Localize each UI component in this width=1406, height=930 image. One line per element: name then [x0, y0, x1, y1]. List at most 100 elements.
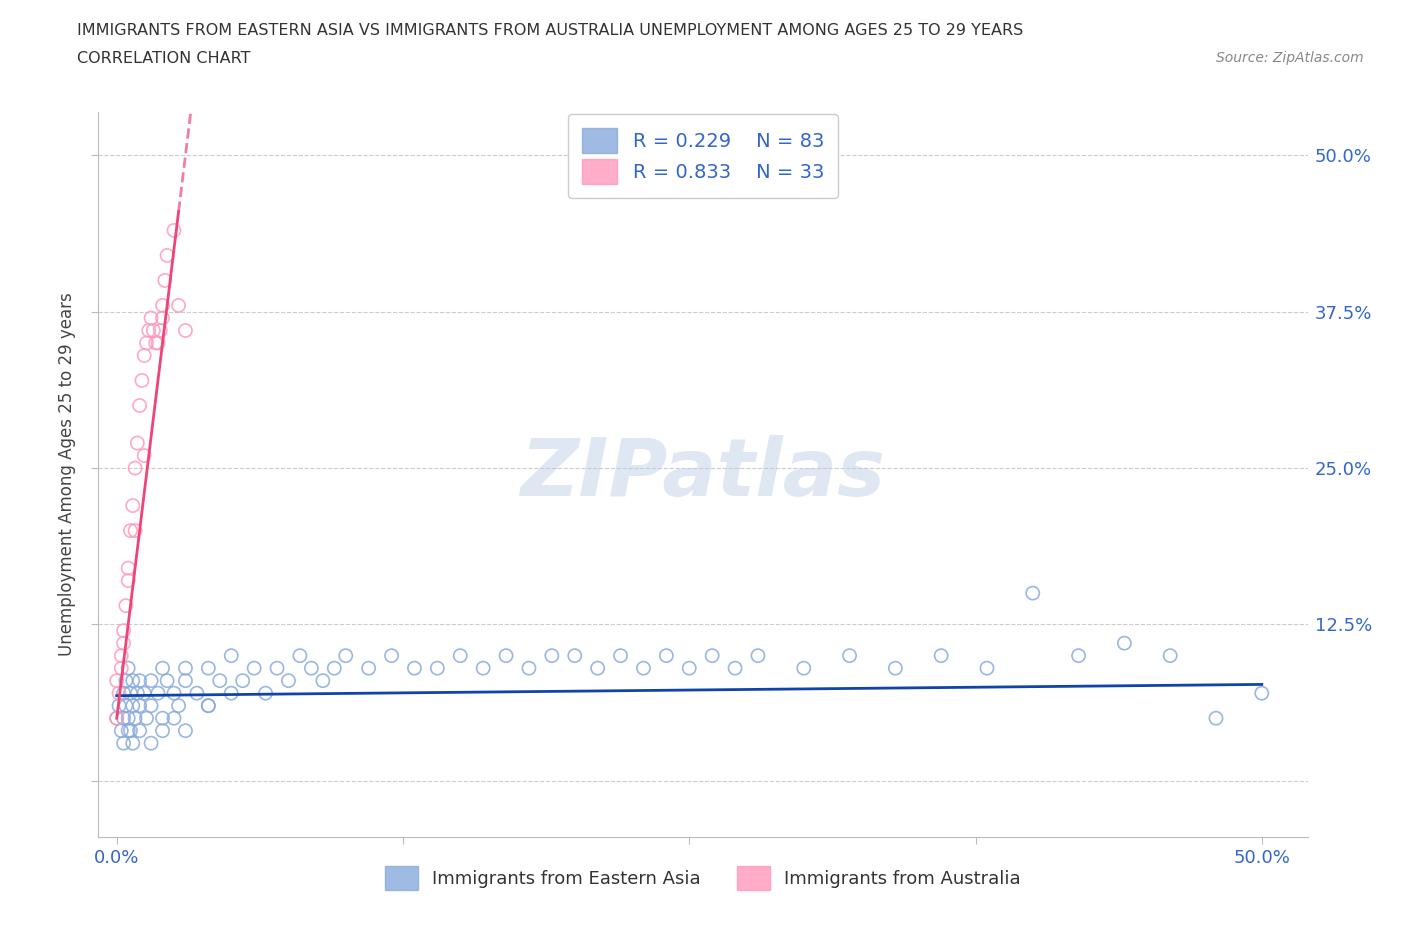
Point: [110, 724, 132, 738]
Point: [128, 673, 150, 688]
Point: [380, 648, 402, 663]
Point: [564, 648, 586, 663]
Y-axis label: Unemployment Among Ages 25 to 29 years: Unemployment Among Ages 25 to 29 years: [58, 292, 76, 657]
Point: [357, 660, 380, 675]
Point: [124, 524, 146, 538]
Point: [495, 648, 517, 663]
Point: [335, 648, 357, 663]
Point: [426, 660, 449, 675]
Text: IMMIGRANTS FROM EASTERN ASIA VS IMMIGRANTS FROM AUSTRALIA UNEMPLOYMENT AMONG AGE: IMMIGRANTS FROM EASTERN ASIA VS IMMIGRAN…: [77, 23, 1024, 38]
Point: [105, 673, 128, 688]
Point: [149, 323, 172, 338]
Point: [128, 698, 150, 713]
Text: ZIPatlas: ZIPatlas: [520, 435, 886, 513]
Point: [117, 660, 139, 675]
Point: [152, 298, 174, 312]
Point: [105, 711, 128, 725]
Point: [115, 673, 138, 688]
Point: [1067, 648, 1090, 663]
Point: [152, 660, 174, 675]
Point: [128, 724, 150, 738]
Point: [299, 660, 322, 675]
Point: [153, 273, 176, 288]
Point: [156, 673, 179, 688]
Point: [108, 685, 131, 700]
Point: [472, 660, 495, 675]
Point: [163, 223, 186, 238]
Point: [156, 248, 179, 263]
Point: [174, 724, 197, 738]
Point: [121, 673, 143, 688]
Point: [655, 648, 678, 663]
Point: [117, 561, 139, 576]
Point: [135, 711, 157, 725]
Point: [208, 673, 231, 688]
Point: [449, 648, 471, 663]
Point: [1114, 636, 1136, 651]
Point: [110, 648, 132, 663]
Point: [243, 660, 266, 675]
Point: [678, 660, 700, 675]
Point: [112, 636, 135, 651]
Point: [120, 685, 142, 700]
Legend: Immigrants from Eastern Asia, Immigrants from Australia: Immigrants from Eastern Asia, Immigrants…: [378, 859, 1028, 897]
Point: [163, 711, 186, 725]
Point: [702, 648, 724, 663]
Point: [163, 685, 186, 700]
Point: [174, 323, 197, 338]
Point: [138, 323, 160, 338]
Point: [127, 435, 149, 450]
Point: [134, 348, 156, 363]
Point: [197, 660, 219, 675]
Point: [232, 673, 254, 688]
Point: [174, 660, 197, 675]
Point: [139, 698, 162, 713]
Point: [110, 660, 132, 675]
Point: [124, 711, 146, 725]
Point: [323, 660, 346, 675]
Point: [266, 660, 288, 675]
Point: [586, 660, 609, 675]
Point: [142, 323, 165, 338]
Point: [724, 660, 747, 675]
Point: [131, 373, 153, 388]
Point: [146, 336, 169, 351]
Point: [976, 660, 998, 675]
Point: [197, 698, 219, 713]
Point: [277, 673, 299, 688]
Point: [174, 673, 197, 688]
Point: [121, 698, 143, 713]
Point: [793, 660, 815, 675]
Point: [115, 598, 138, 613]
Point: [167, 298, 190, 312]
Point: [838, 648, 860, 663]
Point: [139, 311, 162, 325]
Point: [219, 685, 242, 700]
Point: [152, 311, 174, 325]
Point: [197, 698, 219, 713]
Point: [105, 711, 128, 725]
Point: [146, 685, 169, 700]
Point: [747, 648, 769, 663]
Point: [112, 711, 135, 725]
Point: [929, 648, 952, 663]
Point: [112, 623, 135, 638]
Point: [112, 685, 135, 700]
Point: [152, 711, 174, 725]
Point: [124, 460, 146, 475]
Point: [117, 711, 139, 725]
Point: [219, 648, 242, 663]
Point: [108, 698, 131, 713]
Point: [288, 648, 311, 663]
Point: [128, 398, 150, 413]
Point: [884, 660, 907, 675]
Point: [121, 498, 143, 513]
Text: CORRELATION CHART: CORRELATION CHART: [77, 51, 250, 66]
Point: [120, 524, 142, 538]
Point: [1250, 685, 1272, 700]
Point: [115, 698, 138, 713]
Point: [139, 736, 162, 751]
Point: [127, 685, 149, 700]
Point: [135, 336, 157, 351]
Point: [1205, 711, 1227, 725]
